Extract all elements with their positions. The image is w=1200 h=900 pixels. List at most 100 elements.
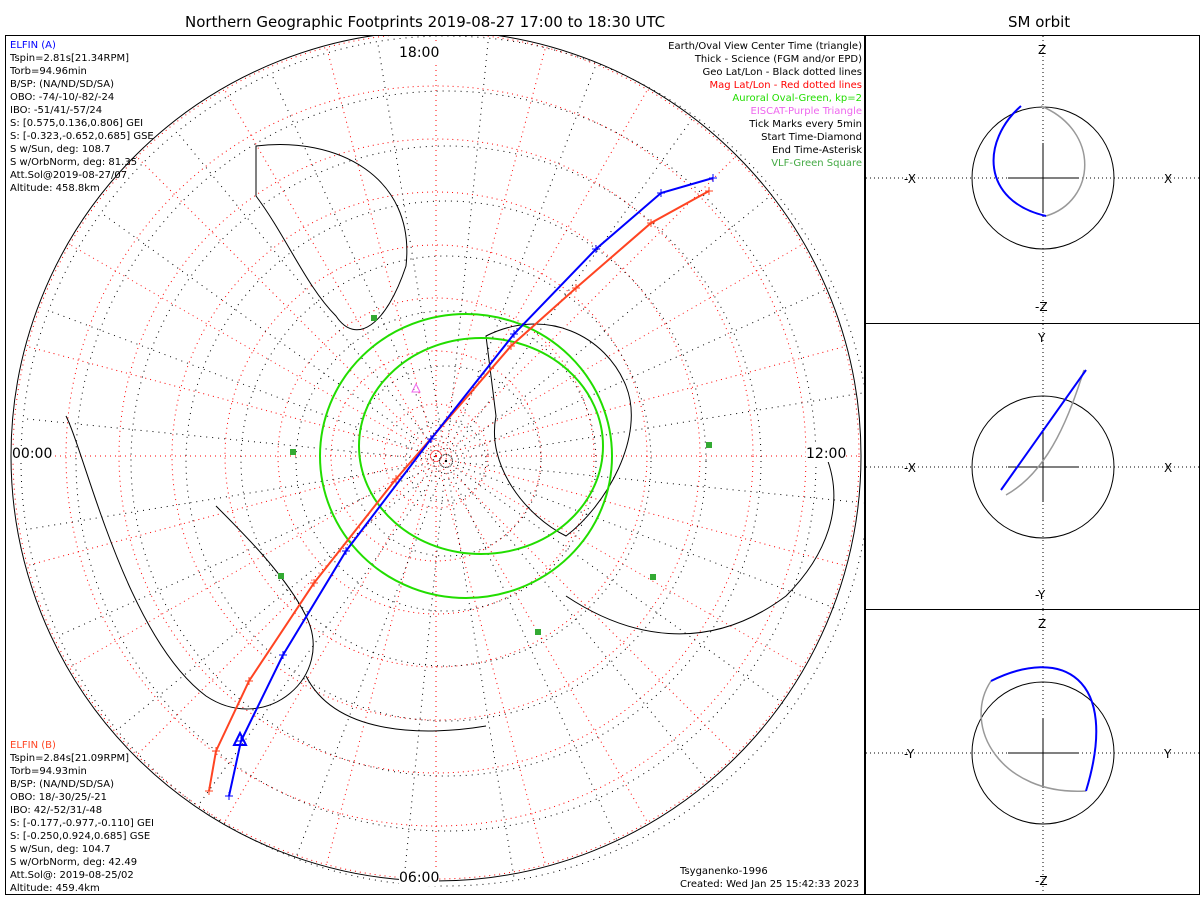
mag-lon-line: [223, 455, 437, 825]
time-label-top: 18:00: [399, 45, 440, 61]
elfin-b-info: ELFIN (B) Tspin=2.84s[21.09RPM] Torb=94.9…: [10, 739, 154, 895]
mag-lon-line: [25, 455, 437, 567]
model-label: Tsyganenko-1996: [680, 866, 768, 877]
vlf-green-square: [278, 573, 284, 579]
mag-lon-line: [25, 345, 437, 457]
geo-lat-circle: [405, 420, 487, 502]
elfin_a-line: Altitude: 458.8km: [10, 183, 100, 194]
geo-lon-line: [26, 460, 447, 530]
elfin_a-line: OBO: -74/-10/-82/-24: [10, 92, 115, 103]
legend-item: EISCAT-Purple Triangle: [750, 106, 863, 117]
geo-lon-line: [445, 460, 515, 881]
geo-lat-circle: [130, 145, 762, 777]
axis-label-bottom: -Y: [1035, 588, 1046, 602]
geo-lon-line: [403, 460, 447, 884]
mag-lon-line: [435, 87, 649, 457]
legend-item: End Time-Asterisk: [771, 145, 862, 156]
auroral-oval-outer: [319, 313, 613, 599]
elfin-a-name: ELFIN (A): [10, 40, 56, 51]
axis-label-bottom: -Z: [1035, 300, 1048, 314]
elfin-a-track-tick: [279, 651, 287, 659]
mag-lon-line: [435, 455, 547, 867]
vlf-green-square: [706, 442, 712, 448]
geo-lon-line: [58, 460, 447, 637]
side-title: SM orbit: [1008, 13, 1071, 31]
geo-lon-line: [445, 460, 866, 504]
geo-lon-line: [197, 460, 447, 807]
elfin-b-track-tick: [392, 475, 400, 483]
auroral-oval-inner: [358, 337, 604, 555]
footprint-map: 18:00 00:00 12:00 06:00 ELFIN (A) Tspin=…: [5, 35, 866, 895]
mag-lon-line: [435, 455, 649, 825]
axis-label-top: Z: [1038, 43, 1046, 57]
time-label-left: 00:00: [12, 446, 53, 462]
axis-label-bottom: -Z: [1035, 874, 1048, 888]
orbit-b: [1040, 105, 1086, 217]
mag-lon-line: [435, 345, 847, 457]
geo-lon-line: [48, 310, 447, 462]
elfin_b-line: Altitude: 459.4km: [10, 883, 100, 894]
elfin_b-line: OBO: 18/-30/25/-21: [10, 792, 108, 803]
vlf-green-square: [535, 629, 541, 635]
time-label-right: 12:00: [806, 446, 847, 462]
elfin-b-track-tick: [205, 787, 213, 795]
geo-lon-line: [445, 38, 489, 462]
elfin-b-track-tick: [245, 677, 253, 685]
elfin-a-track-tick: [592, 245, 600, 253]
mag-lon-line: [67, 455, 437, 669]
legend: Earth/Oval View Center Time (triangle) Th…: [668, 40, 862, 170]
legend-item: Thick - Science (FGM and/or EPD): [694, 54, 862, 65]
elfin-a-track-tick: [342, 547, 350, 555]
elfin_b-line: Tspin=2.84s[21.09RPM]: [10, 753, 130, 764]
elfin-b-track-tick: [212, 747, 220, 755]
elfin_b-line: S: [-0.250,0.924,0.685] GSE: [10, 831, 151, 842]
mag-lon-line: [435, 455, 847, 567]
elfin_a-line: Tspin=2.81s[21.34RPM]: [10, 53, 130, 64]
elfin_b-line: IBO: 42/-52/31/-48: [10, 805, 103, 816]
vlf-green-square: [371, 315, 377, 321]
legend-item: VLF-Green Square: [771, 158, 862, 169]
mag-lon-line: [435, 45, 547, 457]
time-label-bottom: 06:00: [399, 870, 440, 886]
geo-lon-line: [445, 460, 622, 849]
elfin_b-line: Torb=94.93min: [10, 766, 87, 777]
elfin-a-track-tick: [225, 792, 233, 800]
legend-item: Auroral Oval-Green, kp=2: [732, 93, 862, 104]
elfin-a-info: ELFIN (A) Tspin=2.81s[21.34RPM] Torb=94.9…: [10, 39, 154, 195]
geo-lat-circle: [240, 255, 652, 667]
elfin_a-line: S: [-0.323,-0.652,0.685] GSE: [10, 131, 154, 142]
elfin_a-line: IBO: -51/41/-57/24: [10, 105, 103, 116]
elfin-b-track-tick: [705, 187, 713, 195]
geo-lon-line: [116, 460, 447, 731]
geo-lon-line: [445, 115, 695, 462]
geo-lat-circle: [185, 200, 707, 722]
axis-label-top: Z: [1038, 617, 1046, 631]
geo-lon-line: [270, 73, 447, 462]
elfin-a-track-tick: [510, 330, 518, 338]
elfin_a-line: S w/OrbNorm, deg: 81.35: [10, 157, 138, 168]
geo-lon-line: [176, 131, 447, 462]
geo-lon-line: [445, 285, 834, 462]
orbit-b: [980, 680, 1087, 792]
sm-orbit-xy: Y -Y -X X: [865, 323, 1200, 611]
elfin-b-track-tick: [310, 579, 318, 587]
legend-item: Start Time-Diamond: [761, 132, 862, 143]
axis-label-right: Y: [1163, 747, 1172, 761]
orbit-a: [990, 666, 1098, 792]
earth-circle: [971, 395, 1115, 539]
mag-lat-circle: [277, 297, 595, 615]
elfin_a-line: S w/Sun, deg: 108.7: [10, 144, 111, 155]
continent-outline: [65, 144, 835, 732]
elfin-a-track: [228, 177, 714, 797]
mag-lon-line: [67, 243, 437, 457]
earth-circle: [971, 681, 1115, 825]
axis-label-right: X: [1164, 461, 1172, 475]
geo-lon-line: [445, 392, 866, 462]
legend-item: Earth/Oval View Center Time (triangle): [668, 41, 862, 52]
elfin-b-track-tick: [507, 342, 515, 350]
elfin-a-track-tick: [657, 189, 665, 197]
view-center-triangle: [232, 730, 248, 746]
axis-label-left: -X: [904, 461, 916, 475]
created-label: Created: Wed Jan 25 15:42:33 2023: [680, 879, 860, 890]
elfin-b-name: ELFIN (B): [10, 740, 56, 751]
